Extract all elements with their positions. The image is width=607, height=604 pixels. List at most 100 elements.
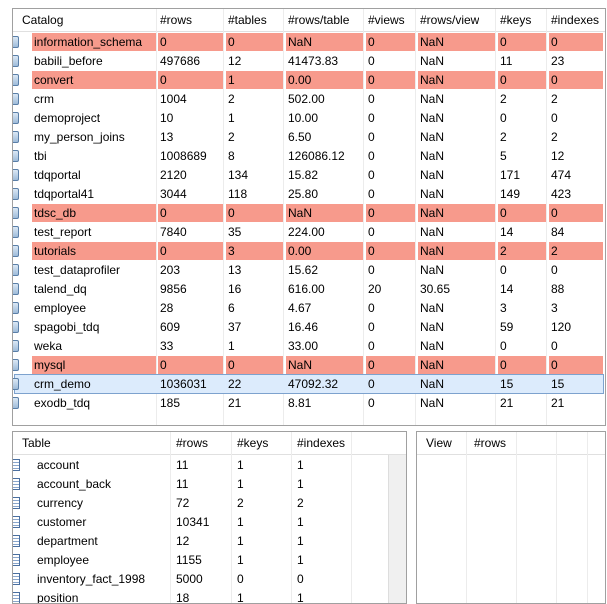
row-value: 1 (297, 553, 304, 567)
row-value: 0 (366, 242, 415, 260)
row-value: 15 (500, 377, 514, 391)
row-name: babili_before (34, 54, 103, 68)
row-value: 3044 (160, 187, 187, 201)
row-value: 0 (549, 33, 603, 51)
column-separator (283, 9, 284, 425)
row-value: 59 (500, 320, 514, 334)
row-icon (13, 397, 19, 409)
column-header[interactable]: #rows (160, 13, 193, 27)
row-value: 1 (297, 458, 304, 472)
column-header[interactable]: #rows (176, 436, 209, 450)
row-value: NaN (420, 92, 445, 106)
row-name: weka (34, 339, 63, 353)
row-icon (13, 112, 19, 124)
row-value: 11 (500, 54, 513, 68)
row-name: currency (37, 496, 84, 510)
row-value: 14 (500, 282, 514, 296)
row-value: 0.00 (286, 242, 363, 260)
column-header[interactable]: Catalog (22, 13, 64, 27)
row-value: NaN (420, 225, 445, 239)
row-icon (13, 378, 19, 390)
column-header[interactable]: #indexes (551, 13, 600, 27)
row-name: inventory_fact_1998 (37, 572, 146, 586)
row-value: NaN (286, 204, 363, 222)
row-icon (13, 207, 19, 219)
column-header[interactable]: #keys (500, 13, 532, 27)
row-value: 2 (551, 92, 558, 106)
column-header[interactable]: #views (368, 13, 405, 27)
row-value: NaN (418, 242, 495, 260)
row-value: 1 (297, 591, 304, 604)
row-value: 1004 (160, 92, 187, 106)
row-value: 0 (226, 33, 283, 51)
row-name: convert (32, 71, 156, 89)
row-value: 13 (228, 263, 242, 277)
row-value: 37 (228, 320, 242, 334)
column-header[interactable]: #rows/table (288, 13, 350, 27)
row-value: 0 (158, 204, 223, 222)
row-value: 2 (500, 92, 507, 106)
row-value: 0 (368, 225, 375, 239)
row-value: 171 (500, 168, 521, 182)
row-value: NaN (418, 204, 495, 222)
column-separator (351, 432, 352, 603)
column-header[interactable]: #rows (474, 436, 507, 450)
row-value: 10.00 (288, 111, 319, 125)
column-header[interactable]: #tables (228, 13, 267, 27)
row-value: 47092.32 (288, 377, 339, 391)
row-value: NaN (420, 111, 445, 125)
row-value: 2 (228, 92, 235, 106)
row-name: my_person_joins (34, 130, 125, 144)
row-value: 0 (498, 33, 546, 51)
row-value: 0 (500, 111, 507, 125)
column-separator (546, 9, 547, 425)
row-value: 0 (158, 33, 223, 51)
column-header[interactable]: #rows/view (420, 13, 480, 27)
row-value: 20 (368, 282, 382, 296)
row-name: department (37, 534, 98, 548)
row-icon (13, 321, 19, 333)
row-value: 0 (368, 168, 375, 182)
column-header[interactable]: #indexes (297, 436, 346, 450)
column-header[interactable]: Table (22, 436, 51, 450)
row-value: 88 (551, 282, 565, 296)
row-value: 0 (549, 71, 603, 89)
column-header[interactable]: #keys (237, 436, 269, 450)
row-value: 0 (158, 242, 223, 260)
row-value: 5 (500, 149, 507, 163)
row-icon (13, 359, 19, 371)
row-value: 1008689 (160, 149, 207, 163)
column-separator (516, 432, 517, 603)
row-value: 1 (226, 71, 283, 89)
row-value: 14 (500, 225, 514, 239)
row-value: 0 (549, 356, 603, 374)
row-value: NaN (420, 54, 445, 68)
row-value: 2 (498, 242, 546, 260)
row-value: 7840 (160, 225, 187, 239)
row-value: 84 (551, 225, 565, 239)
row-name: spagobi_tdq (34, 320, 100, 334)
column-separator (363, 9, 364, 425)
row-name: employee (37, 553, 90, 567)
row-value: 1 (237, 458, 244, 472)
row-icon (13, 169, 19, 181)
row-name: exodb_tdq (34, 396, 91, 410)
row-value: 6 (228, 301, 235, 315)
row-value: 0 (368, 320, 375, 334)
row-value: 0 (368, 111, 375, 125)
row-icon (13, 150, 19, 162)
column-separator (231, 432, 232, 603)
row-icon (13, 573, 20, 585)
row-value: 16.46 (288, 320, 319, 334)
row-icon (13, 535, 20, 547)
scrollbar[interactable] (388, 454, 406, 603)
column-separator (415, 9, 416, 425)
row-name: account_back (37, 477, 112, 491)
row-value: 149 (500, 187, 521, 201)
row-value: NaN (420, 377, 445, 391)
column-separator (587, 432, 588, 603)
row-value: 0 (368, 130, 375, 144)
column-header[interactable]: View (426, 436, 452, 450)
row-value: 185 (160, 396, 181, 410)
row-icon (13, 131, 19, 143)
